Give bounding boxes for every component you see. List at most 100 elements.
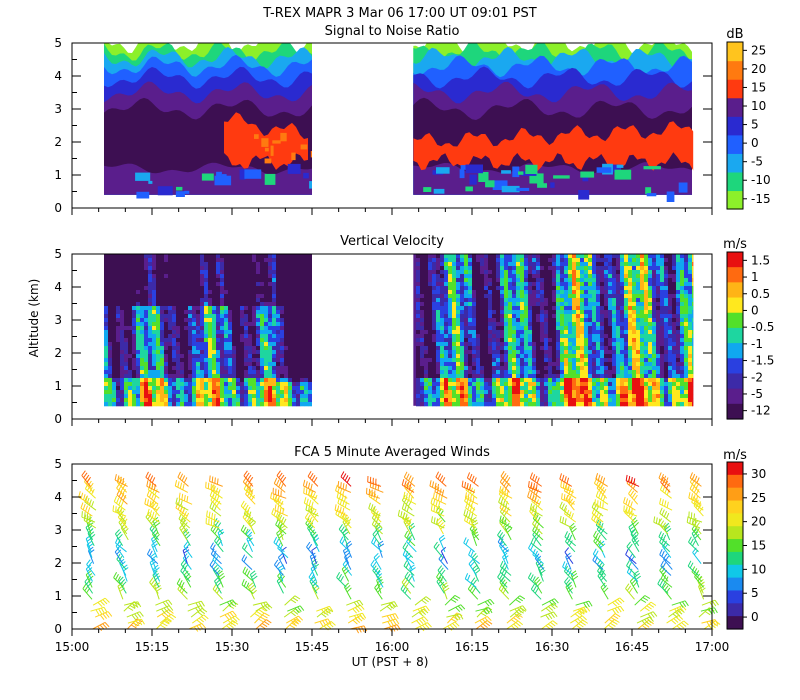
velocity-cell	[488, 286, 493, 291]
velocity-cell	[272, 390, 277, 395]
wind-barb	[206, 510, 220, 523]
velocity-cell	[672, 278, 677, 283]
wind-barb	[92, 597, 110, 608]
velocity-cell	[548, 346, 553, 351]
velocity-cell	[248, 398, 253, 403]
colorbar-segment	[727, 403, 743, 420]
velocity-cell	[476, 382, 481, 387]
velocity-cell	[464, 370, 469, 375]
velocity-cell	[576, 402, 581, 407]
velocity-cell	[192, 350, 197, 355]
velocity-cell	[260, 346, 265, 351]
velocity-cell	[692, 274, 694, 279]
velocity-cell	[168, 294, 173, 299]
velocity-cell	[120, 330, 125, 335]
colorbar-frame	[726, 251, 744, 420]
velocity-cell	[284, 390, 289, 395]
velocity-cell	[620, 294, 625, 299]
velocity-cell	[472, 270, 477, 275]
velocity-cell	[500, 390, 505, 395]
velocity-cell	[504, 330, 509, 335]
velocity-cell	[240, 346, 245, 351]
velocity-cell	[416, 310, 421, 315]
velocity-cell	[640, 290, 645, 295]
velocity-cell	[620, 262, 625, 267]
velocity-cell	[212, 310, 217, 315]
velocity-cell	[140, 378, 145, 383]
velocity-cell	[664, 318, 669, 323]
velocity-cell	[688, 254, 693, 259]
velocity-cell	[160, 374, 165, 379]
velocity-cell	[524, 334, 529, 339]
velocity-cell	[304, 294, 309, 299]
velocity-cell	[524, 362, 529, 367]
velocity-cell	[604, 286, 609, 291]
velocity-cell	[672, 322, 677, 327]
velocity-cell	[172, 330, 177, 335]
velocity-cell	[496, 258, 501, 263]
velocity-cell	[424, 310, 429, 315]
velocity-cell	[468, 298, 473, 303]
velocity-cell	[628, 338, 633, 343]
velocity-cell	[116, 262, 121, 267]
velocity-cell	[692, 402, 694, 407]
snr-speck	[310, 151, 316, 158]
velocity-cell	[232, 354, 237, 359]
velocity-cell	[256, 322, 261, 327]
velocity-cell	[644, 254, 649, 259]
velocity-cell	[620, 310, 625, 315]
velocity-cell	[608, 274, 613, 279]
velocity-cell	[172, 262, 177, 267]
velocity-cell	[480, 270, 485, 275]
velocity-cell	[124, 254, 129, 259]
velocity-cell	[520, 362, 525, 367]
velocity-cell	[140, 294, 145, 299]
velocity-cell	[240, 294, 245, 299]
velocity-cell	[684, 382, 689, 387]
velocity-cell	[264, 326, 269, 331]
velocity-cell	[460, 326, 465, 331]
velocity-cell	[580, 274, 585, 279]
velocity-cell	[176, 374, 181, 379]
velocity-cell	[692, 326, 694, 331]
velocity-cell	[120, 310, 125, 315]
velocity-cell	[676, 258, 681, 263]
velocity-cell	[524, 358, 529, 363]
velocity-cell	[632, 306, 637, 311]
velocity-cell	[264, 302, 269, 307]
velocity-cell	[672, 294, 677, 299]
velocity-cell	[568, 354, 573, 359]
velocity-cell	[440, 330, 445, 335]
velocity-cell	[460, 310, 465, 315]
velocity-cell	[104, 286, 109, 291]
velocity-cell	[556, 282, 561, 287]
velocity-cell	[660, 326, 665, 331]
velocity-cell	[692, 322, 694, 327]
velocity-cell	[228, 310, 233, 315]
velocity-cell	[124, 358, 129, 363]
velocity-cell	[436, 310, 441, 315]
velocity-cell	[140, 338, 145, 343]
colorbar-label: -5	[751, 155, 763, 169]
snr-speck	[261, 138, 269, 147]
velocity-cell	[168, 318, 173, 323]
velocity-cell	[512, 394, 517, 399]
velocity-cell	[644, 398, 649, 403]
velocity-cell	[196, 366, 201, 371]
velocity-cell	[144, 338, 149, 343]
velocity-cell	[564, 334, 569, 339]
velocity-cell	[452, 370, 457, 375]
velocity-cell	[472, 350, 477, 355]
velocity-cell	[252, 270, 257, 275]
velocity-cell	[460, 254, 465, 259]
velocity-cell	[220, 306, 225, 311]
velocity-cell	[600, 282, 605, 287]
velocity-cell	[452, 346, 457, 351]
velocity-cell	[480, 262, 485, 267]
velocity-cell	[108, 378, 113, 383]
velocity-cell	[580, 374, 585, 379]
velocity-cell	[424, 254, 429, 259]
velocity-cell	[552, 330, 557, 335]
velocity-cell	[228, 346, 233, 351]
